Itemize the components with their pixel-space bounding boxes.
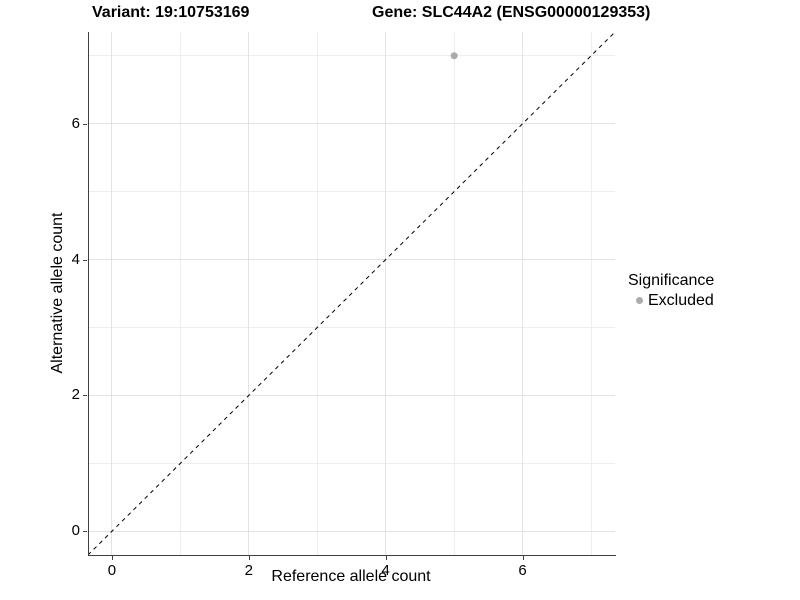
gridline-y-major: [88, 259, 615, 261]
y-axis-line: [88, 32, 89, 556]
gridline-y-minor: [88, 55, 615, 57]
gridline-x-major: [111, 32, 113, 555]
x-tick-label: 0: [107, 562, 117, 579]
x-axis-tick: [248, 556, 250, 560]
plot-layer: [88, 32, 615, 555]
y-axis-tick: [83, 123, 87, 125]
legend-item-excluded: Excluded: [628, 292, 714, 309]
gridline-y-major: [88, 394, 615, 396]
x-axis-title: Reference allele count: [271, 568, 431, 585]
gridline-x-minor: [453, 32, 455, 555]
y-axis-tick: [83, 259, 87, 261]
data-point: [450, 52, 458, 60]
gridline-y-major: [88, 530, 615, 532]
y-tick-label: 6: [71, 114, 80, 132]
plot-title-gene: Gene: SLC44A2 (ENSG00000129353): [372, 4, 651, 21]
x-axis-tick: [111, 556, 113, 560]
y-axis-title: Alternative allele count: [49, 212, 66, 374]
x-axis-tick: [385, 556, 387, 560]
gridline-y-minor: [88, 326, 615, 328]
x-axis-line: [88, 555, 616, 556]
plot-panel: [88, 32, 615, 555]
x-tick-label: 6: [518, 562, 527, 579]
y-tick-label: 2: [71, 386, 80, 404]
gridline-x-minor: [316, 32, 318, 555]
legend-title: Significance: [628, 272, 715, 289]
gridline-x-major: [522, 32, 524, 555]
y-tick-label: 0: [71, 522, 80, 540]
gridline-y-major: [88, 123, 615, 125]
x-axis-tick: [522, 556, 524, 560]
gridline-y-minor: [88, 191, 615, 193]
y-tick-label: 4: [71, 250, 80, 268]
gridline-x-major: [385, 32, 387, 555]
gridline-x-major: [248, 32, 250, 555]
gridline-x-minor: [590, 32, 592, 555]
identity-dashed-line: [88, 32, 615, 555]
legend-item-label: Excluded: [648, 292, 714, 309]
x-tick-label: 4: [381, 562, 390, 579]
gridline-y-minor: [88, 462, 615, 464]
legend: Significance Excluded: [628, 271, 714, 309]
plot-title-variant: Variant: 19:10753169: [92, 4, 250, 21]
legend-point-swatch: [636, 297, 643, 304]
gridline-x-minor: [179, 32, 181, 555]
y-axis-tick: [83, 531, 87, 533]
x-tick-label: 2: [244, 562, 253, 579]
y-axis-tick: [83, 395, 87, 397]
